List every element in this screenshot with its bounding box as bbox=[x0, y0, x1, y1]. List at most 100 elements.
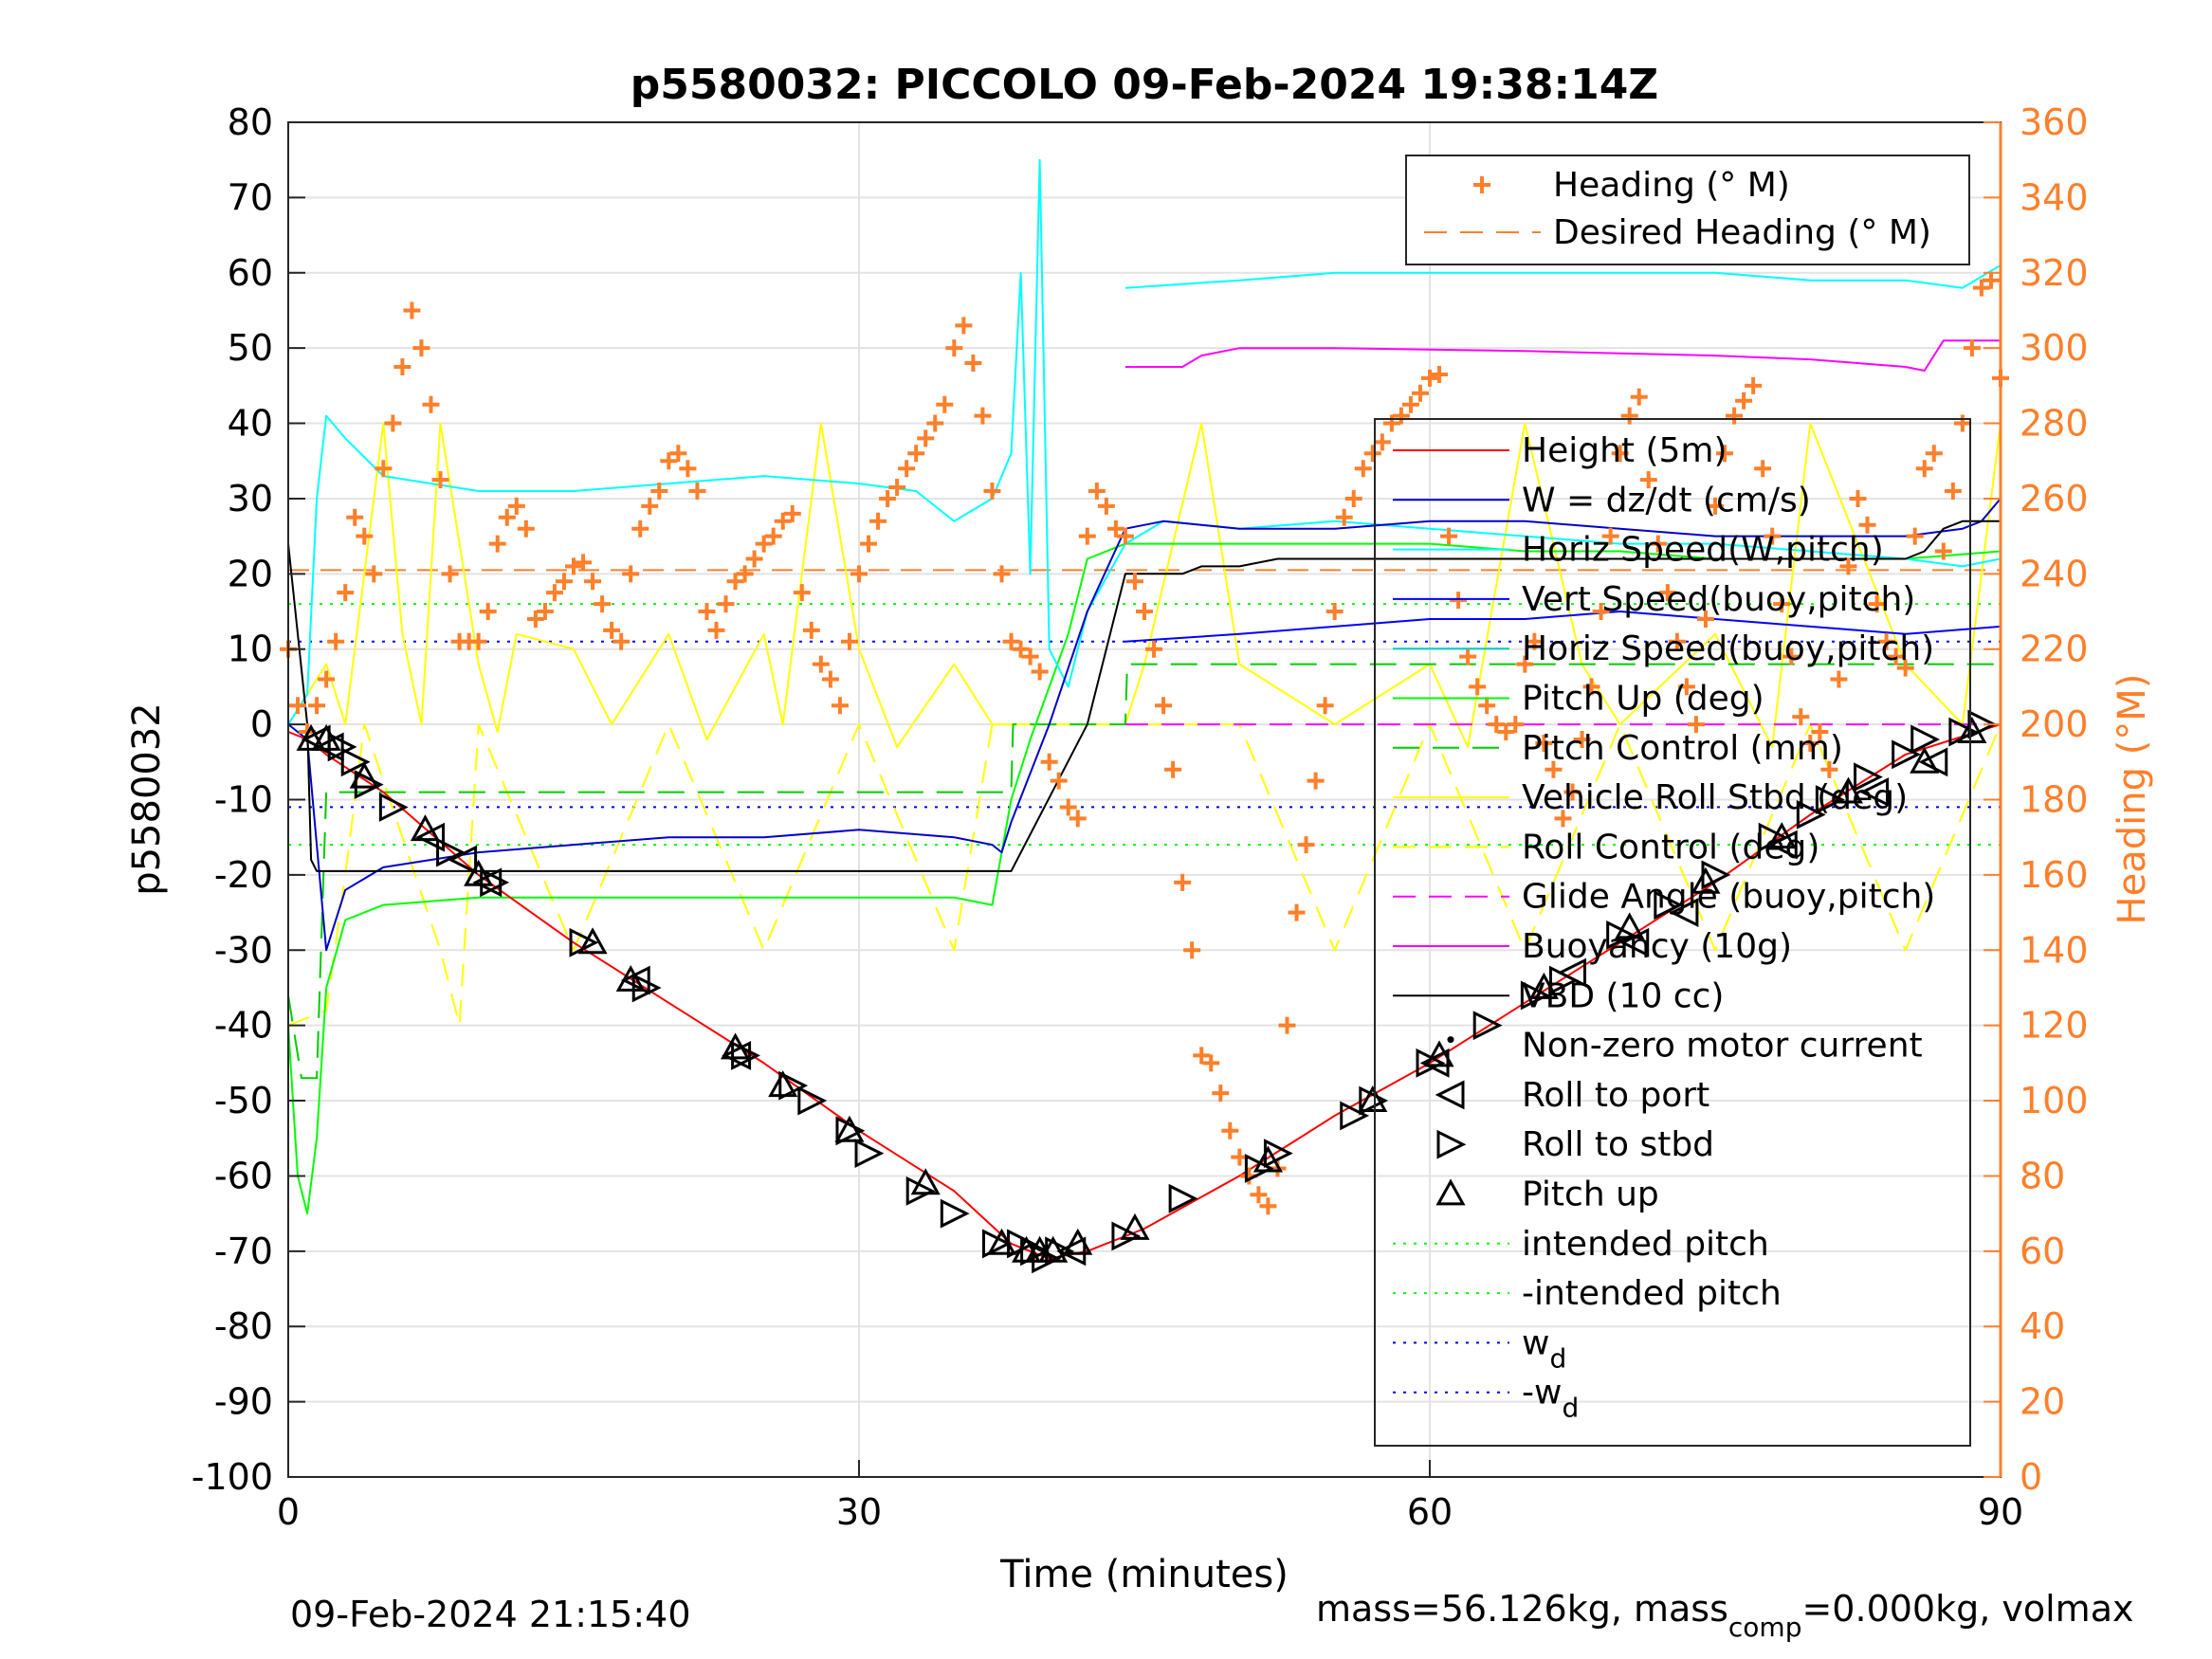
heading-point bbox=[1526, 632, 1544, 650]
legend-main-label: VBD (10 cc) bbox=[1522, 976, 1724, 1015]
marker-pitch-up bbox=[986, 1228, 1017, 1255]
heading-point bbox=[1687, 716, 1705, 734]
marker-roll-stbd bbox=[905, 1176, 936, 1206]
marker-roll-port bbox=[415, 822, 445, 852]
legend-heading-label: Desired Heading (° M) bbox=[1553, 213, 1931, 252]
marker-roll-stbd bbox=[1359, 1085, 1389, 1116]
heading-point bbox=[488, 535, 506, 553]
legend-main: Height (5m) W = dz/dt (cm/s) Horiz Speed(W… bbox=[1374, 418, 1971, 1447]
heading-point bbox=[441, 565, 459, 583]
marker-roll-stbd bbox=[1416, 1048, 1446, 1078]
heading-point bbox=[1906, 527, 1924, 545]
marker-roll-stbd bbox=[1340, 1101, 1370, 1131]
heading-point bbox=[888, 479, 906, 497]
heading-point bbox=[1677, 678, 1695, 696]
heading-point bbox=[1535, 734, 1553, 752]
x-axis-label: Time (minutes) bbox=[999, 1553, 1289, 1596]
legend-main-label: Roll Control (deg) bbox=[1522, 828, 1819, 866]
legend-main-label: -intended pitch bbox=[1522, 1274, 1782, 1313]
y-tick-label: 70 bbox=[228, 176, 273, 218]
footer-timestamp: 09-Feb-2024 21:15:40 bbox=[290, 1594, 691, 1635]
heading-point bbox=[1325, 603, 1344, 621]
marker-roll-stbd bbox=[1168, 1183, 1198, 1213]
marker-roll-stbd bbox=[1111, 1221, 1142, 1251]
heading-point bbox=[327, 632, 345, 650]
x-tick-label: 60 bbox=[1407, 1491, 1453, 1533]
heading-point bbox=[1116, 527, 1134, 545]
heading-point bbox=[1649, 535, 1667, 553]
heading-point bbox=[1450, 592, 1468, 610]
y2-tick-label: 300 bbox=[2020, 327, 2089, 369]
heading-point bbox=[1620, 407, 1638, 425]
heading-point bbox=[1088, 483, 1106, 501]
marker-pitch-up bbox=[577, 927, 608, 955]
heading-point bbox=[660, 452, 678, 470]
heading-point bbox=[365, 565, 383, 583]
heading-point bbox=[555, 573, 573, 591]
heading-point bbox=[1811, 723, 1829, 741]
heading-point bbox=[1097, 497, 1115, 515]
legend-main-label: Pitch Control (mm) bbox=[1522, 729, 1843, 768]
heading-point bbox=[584, 573, 602, 591]
marker-pitch-up bbox=[1120, 1212, 1150, 1240]
legend-marker-symbol bbox=[1435, 1080, 1465, 1110]
heading-point bbox=[1658, 584, 1676, 602]
heading-point bbox=[688, 483, 706, 501]
y2-tick-label: 100 bbox=[2020, 1080, 2089, 1121]
heading-point bbox=[898, 460, 916, 478]
y-tick-label: -70 bbox=[214, 1231, 273, 1272]
heading-point bbox=[1934, 542, 1952, 560]
marker-roll-port bbox=[1056, 1236, 1087, 1267]
heading-point bbox=[337, 584, 355, 602]
heading-point bbox=[631, 520, 649, 538]
heading-point bbox=[603, 621, 621, 639]
heading-point bbox=[1164, 760, 1182, 778]
heading-point bbox=[879, 489, 897, 507]
legend-main-label: Vert Speed(buoy,pitch) bbox=[1522, 580, 1915, 619]
heading-point bbox=[1363, 445, 1381, 463]
heading-point bbox=[1782, 647, 1801, 665]
heading-point bbox=[1459, 647, 1477, 665]
marker-roll-port bbox=[1669, 898, 1699, 928]
heading-point bbox=[1183, 941, 1201, 959]
y-tick-label: -30 bbox=[214, 929, 273, 971]
heading-point bbox=[831, 697, 849, 715]
heading-point bbox=[1059, 798, 1077, 816]
heading-point bbox=[622, 565, 640, 583]
marker-pitch-up bbox=[1424, 1040, 1454, 1067]
y2-tick-label: 20 bbox=[2020, 1381, 2065, 1423]
heading-point bbox=[860, 535, 878, 553]
heading-point bbox=[1639, 471, 1657, 489]
y2-tick-label: 260 bbox=[2020, 478, 2089, 520]
y2-tick-label: 280 bbox=[2020, 403, 2089, 445]
legend-heading: Heading (° M) Desired Heading (° M) bbox=[1405, 155, 1970, 265]
heading-point bbox=[1307, 772, 1325, 790]
y-tick-label: 0 bbox=[250, 703, 273, 745]
heading-point bbox=[974, 407, 992, 425]
marker-roll-port bbox=[620, 965, 650, 995]
heading-point bbox=[840, 632, 858, 650]
y-tick-label: -90 bbox=[214, 1381, 273, 1423]
heading-point bbox=[1507, 716, 1525, 734]
heading-point bbox=[1411, 384, 1429, 402]
heading-point bbox=[812, 655, 830, 673]
series-w bbox=[287, 498, 2002, 952]
heading-point bbox=[907, 445, 925, 463]
heading-point bbox=[1972, 279, 1990, 297]
marker-pitch-up bbox=[768, 1070, 798, 1098]
heading-point bbox=[1611, 445, 1629, 463]
y2-tick-label: 120 bbox=[2020, 1005, 2089, 1047]
marker-roll-stbd bbox=[436, 837, 466, 867]
legend-main-label: Roll to port bbox=[1522, 1076, 1709, 1115]
heading-point bbox=[983, 483, 1001, 501]
heading-point bbox=[1773, 595, 1791, 613]
marker-roll-port bbox=[472, 867, 503, 898]
heading-point bbox=[1839, 557, 1857, 575]
legend-motor-current-symbol bbox=[1447, 1036, 1454, 1044]
y-tick-label: 50 bbox=[228, 327, 273, 369]
heading-point bbox=[926, 414, 944, 432]
y-tick-label: -50 bbox=[214, 1080, 273, 1121]
heading-point bbox=[1478, 697, 1496, 715]
heading-point bbox=[1031, 663, 1049, 681]
